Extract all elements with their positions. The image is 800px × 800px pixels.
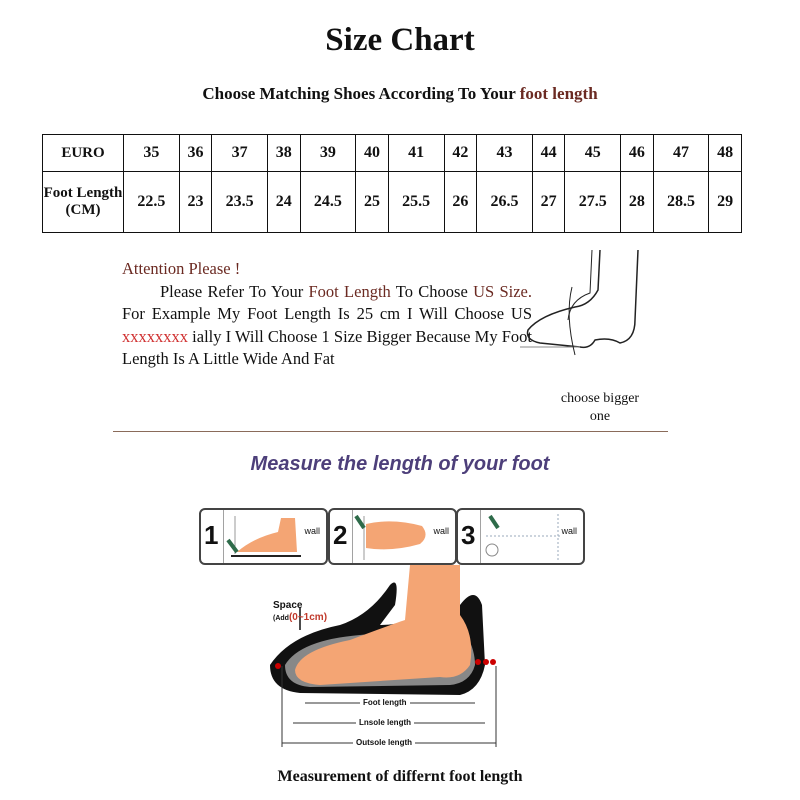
foot-length-cell: 28 <box>620 171 654 233</box>
foot-length-cell: 23.5 <box>211 171 268 233</box>
measure-heading: Measure the length of your foot <box>250 453 550 475</box>
foot-length-cell: 27 <box>531 171 566 233</box>
euro-size-cell: 47 <box>652 134 710 172</box>
choose-bigger-label: choose bigger one <box>560 391 640 424</box>
wall-label: wall <box>304 526 320 536</box>
page-title: Size Chart <box>325 22 475 58</box>
euro-size-cell: 39 <box>299 134 357 172</box>
euro-size-cell: 35 <box>123 134 180 172</box>
step-1-panel: 1 wall <box>199 508 328 565</box>
attention-note: Attention Please ! Please Refer To Your … <box>122 258 532 371</box>
foot-length-row: Foot Length (CM) 22.5 23 23.5 24 24.5 25 25.5 2… <box>42 171 742 233</box>
size-table: EURO 35 36 37 38 39 40 41 42 43 44 45 46 47 48 Foot L… <box>42 134 742 233</box>
euro-size-cell: 44 <box>531 134 566 172</box>
subtitle-text: Choose Matching Shoes According To Your <box>202 84 520 103</box>
wall-label: wall <box>433 526 449 536</box>
foot-side-icon <box>223 510 301 563</box>
foot-length-cell: 25.5 <box>387 171 445 233</box>
text: Please Refer To Your <box>160 281 309 301</box>
euro-size-cell: 45 <box>564 134 622 172</box>
subtitle: Choose Matching Shoes According To Your … <box>0 84 800 104</box>
highlight-foot-length: Foot Length <box>308 281 391 301</box>
euro-size-cell: 40 <box>355 134 389 172</box>
foot-length-cell: 26 <box>443 171 478 233</box>
step-3-panel: 3 wall <box>456 508 585 565</box>
euro-size-cell: 43 <box>476 134 533 172</box>
ruler-measure-icon <box>480 510 560 563</box>
euro-size-cell: 37 <box>211 134 268 172</box>
foot-length-cell: 29 <box>708 171 742 233</box>
marker-dot <box>483 659 489 665</box>
euro-row: EURO 35 36 37 38 39 40 41 42 43 44 45 46 47 48 <box>42 134 742 172</box>
attention-body: Please Refer To Your Foot Length To Choo… <box>122 281 532 371</box>
shoe-foot-diagram <box>270 565 497 747</box>
highlight-us-size: US Size. <box>473 281 532 301</box>
text: For Example My Foot Length Is 25 cm I Wi… <box>122 304 532 323</box>
marker-dot <box>490 659 496 665</box>
attention-heading: Attention Please ! <box>122 259 241 278</box>
redacted-text: xxxxxxxx <box>122 326 188 346</box>
step-number: 2 <box>333 520 348 550</box>
row-header-foot-length: Foot Length (CM) <box>42 171 124 233</box>
foot-length-cell: 24.5 <box>299 171 357 233</box>
euro-size-cell: 41 <box>387 134 445 172</box>
divider <box>113 431 668 432</box>
row-header-euro: EURO <box>42 134 124 172</box>
euro-size-cell: 42 <box>443 134 478 172</box>
step-2-panel: 2 wall <box>328 508 457 565</box>
insole-length-label: Lnsole length <box>356 718 414 727</box>
euro-size-cell: 36 <box>178 134 213 172</box>
step-number: 3 <box>461 520 476 550</box>
marker-dot <box>475 659 481 665</box>
marker-dot <box>275 663 281 669</box>
foot-length-cell: 22.5 <box>123 171 180 233</box>
outsole-length-label: Outsole length <box>353 738 415 747</box>
bottom-caption: Measurement of differnt foot length <box>277 768 523 785</box>
foot-length-cell: 27.5 <box>564 171 622 233</box>
add-prefix: (Add <box>273 615 289 622</box>
foot-length-label: Foot length <box>360 698 410 707</box>
add-label: (Add(0~1cm) <box>273 612 327 623</box>
wall-label: wall <box>561 526 577 536</box>
foot-length-cell: 26.5 <box>476 171 533 233</box>
step-number: 1 <box>204 520 219 550</box>
euro-size-cell: 38 <box>266 134 301 172</box>
foot-length-cell: 24 <box>266 171 301 233</box>
euro-size-cell: 46 <box>620 134 654 172</box>
euro-size-cell: 48 <box>708 134 742 172</box>
text: To Choose <box>390 281 474 301</box>
add-value: (0~1cm) <box>288 612 328 623</box>
foot-length-cell: 23 <box>178 171 213 233</box>
space-label: Space <box>273 600 303 611</box>
text: ially I Will Choose 1 Size Bigger Becaus… <box>122 326 532 369</box>
foot-top-icon <box>352 510 426 563</box>
foot-sketch-icon <box>520 249 639 356</box>
subtitle-highlight: foot length <box>519 84 598 103</box>
foot-length-cell: 28.5 <box>652 171 710 233</box>
foot-length-cell: 25 <box>355 171 389 233</box>
